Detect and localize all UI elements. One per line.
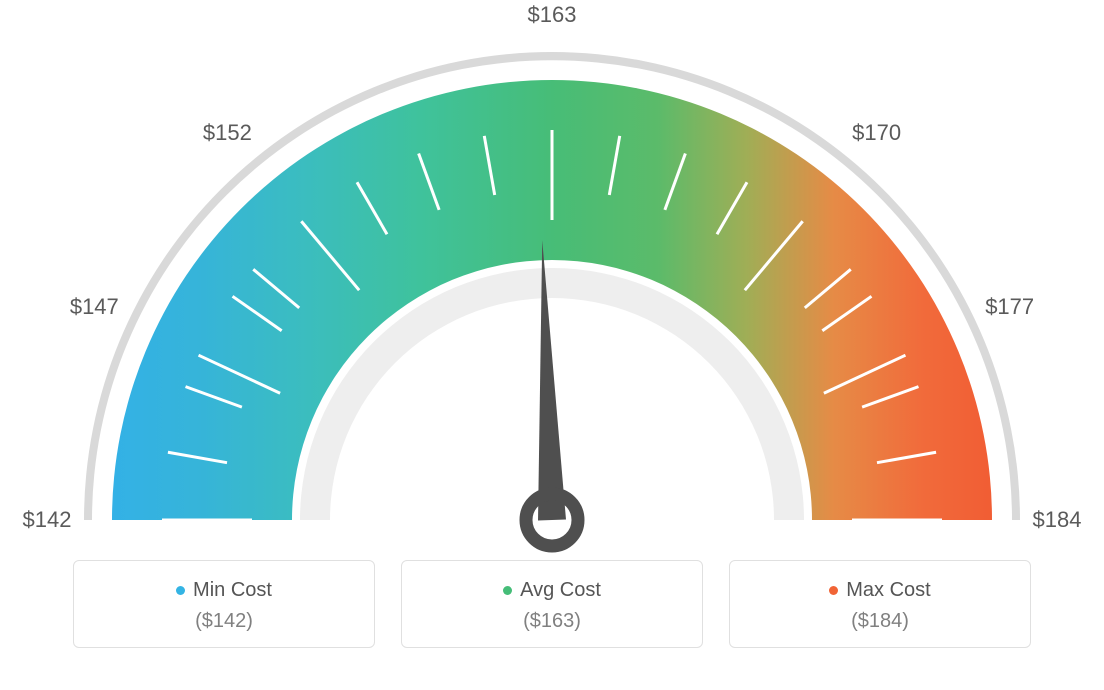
gauge-tick-label: $152 [203, 120, 252, 146]
legend-value-min: ($142) [74, 610, 374, 633]
gauge-tick-label: $170 [852, 120, 901, 146]
legend-card-min: Min Cost ($142) [73, 560, 375, 648]
gauge-tick-label: $177 [985, 294, 1034, 320]
legend-card-avg: Avg Cost ($163) [401, 560, 703, 648]
gauge-tick-label: $142 [23, 507, 72, 533]
gauge-tick-label: $184 [1033, 507, 1082, 533]
dot-min [176, 586, 185, 595]
legend-value-avg: ($163) [402, 610, 702, 633]
dot-max [829, 586, 838, 595]
cost-gauge: $142 $147 $152 $163 $170 $177 $184 [0, 0, 1104, 560]
gauge-tick-label: $147 [70, 294, 119, 320]
legend-card-max: Max Cost ($184) [729, 560, 1031, 648]
dot-avg [503, 586, 512, 595]
legend-label-avg: Avg Cost [520, 579, 601, 602]
legend-value-max: ($184) [730, 610, 1030, 633]
legend-title-max: Max Cost [829, 579, 930, 602]
legend-title-avg: Avg Cost [503, 579, 601, 602]
legend-label-max: Max Cost [846, 579, 930, 602]
legend-label-min: Min Cost [193, 579, 272, 602]
legend-title-min: Min Cost [176, 579, 272, 602]
gauge-svg [0, 0, 1104, 560]
gauge-tick-label: $163 [528, 2, 577, 28]
legend-row: Min Cost ($142) Avg Cost ($163) Max Cost… [0, 560, 1104, 668]
